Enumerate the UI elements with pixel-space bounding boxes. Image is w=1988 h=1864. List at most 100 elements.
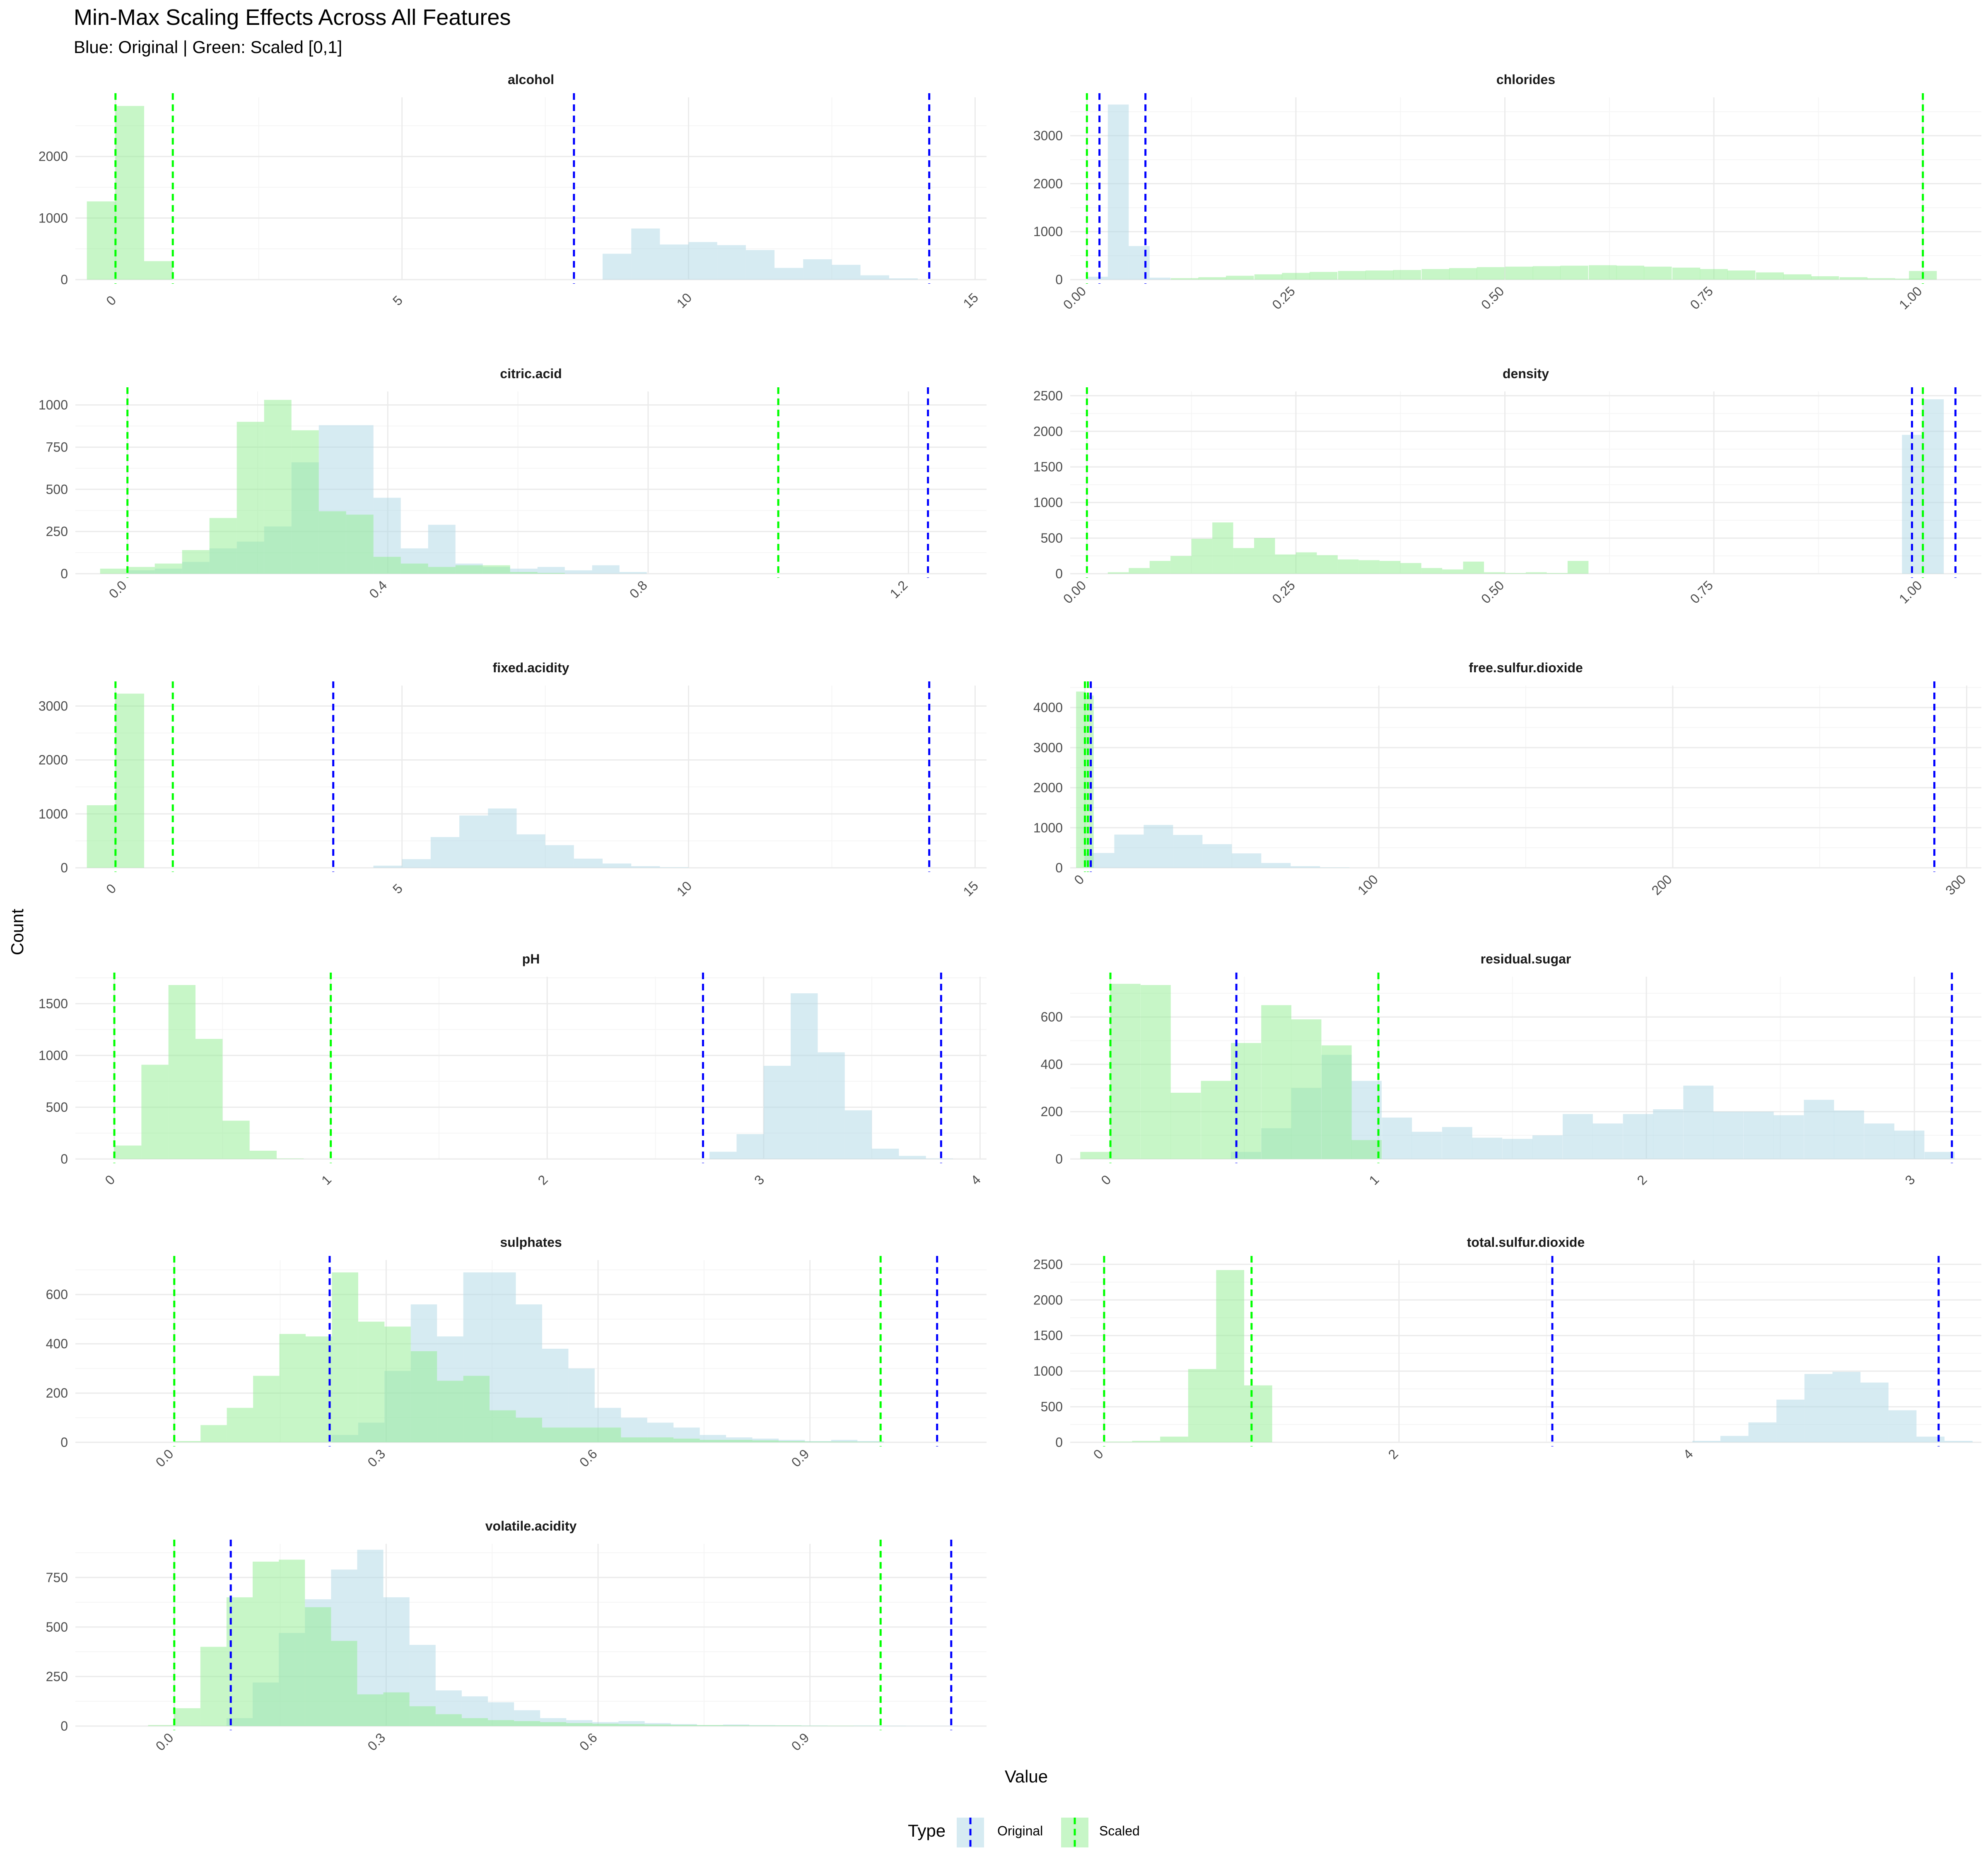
facet-panel-free-sulfur-dioxide: free.sulfur.dioxide 0 1000 2000 3000 4000 0 100…	[1033, 660, 1981, 898]
histogram-bar-original	[542, 1349, 569, 1442]
y-tick-label: 600	[1041, 1009, 1063, 1024]
x-tick-label: 0.50	[1478, 577, 1507, 606]
y-tick-label: 0	[1055, 566, 1063, 581]
y-tick-label: 0	[60, 1152, 68, 1166]
histogram-bar-scaled	[1188, 1369, 1216, 1442]
x-tick-label: 0.50	[1478, 283, 1507, 312]
histogram-bar-original	[1107, 104, 1129, 280]
histogram-bar-scaled	[174, 1441, 201, 1442]
histogram-bar-scaled	[1526, 572, 1547, 574]
x-tick-label: 300	[1942, 872, 1969, 898]
histogram-bar-original	[1945, 1441, 1973, 1442]
histogram-bar-scaled	[566, 1723, 593, 1726]
histogram-bar-scaled	[1589, 265, 1617, 280]
histogram-bar-scaled	[723, 1725, 749, 1726]
y-tick-label: 1000	[39, 398, 68, 413]
histogram-bar-scaled	[568, 1427, 595, 1442]
histogram-bar-original	[1472, 1137, 1503, 1159]
histogram-bar-scaled	[1160, 1437, 1188, 1442]
facet-panel-volatile-acidity: volatile.acidity 0 250 500 750 0.0 0.3 0.6 0.9	[46, 1519, 987, 1753]
histogram-bar-scaled	[1463, 561, 1484, 574]
histogram-bar-original	[803, 259, 832, 280]
histogram-bar-original	[1144, 825, 1173, 868]
histogram-bar-scaled	[1560, 266, 1588, 280]
facet-strip-label: citric.acid	[500, 366, 562, 381]
histogram-bar-scaled	[226, 1597, 253, 1726]
x-tick-label: 0	[103, 292, 119, 308]
histogram-bar-original	[660, 244, 689, 280]
facet-strip-label: fixed.acidity	[493, 660, 569, 675]
histogram-bar-scaled	[1275, 554, 1296, 574]
histogram-bar-scaled	[594, 1427, 621, 1442]
histogram-bar-scaled	[358, 1321, 385, 1442]
histogram-bar-scaled	[1756, 272, 1784, 280]
histogram-bar-scaled	[1783, 274, 1812, 280]
x-tick-label: 0.4	[366, 577, 390, 601]
histogram-bar-scaled	[1321, 1045, 1352, 1159]
histogram-bar-scaled	[516, 1417, 542, 1442]
histogram-bar-scaled	[1700, 269, 1728, 280]
histogram-bar-original	[402, 859, 431, 868]
y-tick-label: 600	[46, 1287, 68, 1302]
x-tick-label: 0	[102, 1172, 118, 1188]
histogram-bar-scaled	[1201, 1081, 1231, 1159]
y-tick-label: 1500	[1033, 459, 1063, 474]
x-tick-label: 0.25	[1269, 577, 1298, 606]
histogram-bar-scaled	[1379, 561, 1401, 574]
histogram-bar-scaled	[1080, 1152, 1111, 1159]
facet-panel-residual-sugar: residual.sugar 0 200 400 600 0 1 2 3	[1041, 951, 1981, 1188]
histogram-bar-original	[1804, 1374, 1833, 1442]
histogram-bar-scaled	[1104, 1441, 1132, 1442]
histogram-bar-scaled	[1393, 270, 1421, 280]
histogram-bar-scaled	[1170, 556, 1192, 574]
x-tick-label: 100	[1355, 872, 1381, 898]
x-tick-label: 0	[1071, 872, 1087, 887]
histogram-bar-scaled	[1505, 266, 1533, 280]
histogram-bar-scaled	[1110, 984, 1141, 1159]
histogram-bar-scaled	[305, 1336, 332, 1442]
histogram-bar-scaled	[410, 1351, 437, 1442]
y-tick-label: 3000	[39, 698, 68, 713]
histogram-bar-scaled	[1296, 552, 1317, 574]
histogram-bar-original	[818, 1052, 845, 1159]
histogram-bar-scaled	[1132, 1441, 1160, 1442]
histogram-bar-original	[1748, 1422, 1777, 1442]
histogram-bar-original	[631, 866, 660, 868]
histogram-bar-scaled	[697, 1725, 723, 1726]
histogram-bar-scaled	[114, 1145, 142, 1159]
histogram-bar-scaled	[1338, 271, 1366, 280]
histogram-bar-scaled	[428, 567, 456, 574]
histogram-bar-scaled	[100, 568, 128, 574]
histogram-bar-scaled	[1317, 555, 1338, 574]
x-tick-label: 10	[674, 290, 695, 311]
y-tick-label: 2000	[1033, 780, 1063, 795]
histogram-bar-original	[1864, 1123, 1894, 1159]
histogram-bar-scaled	[647, 1437, 674, 1442]
x-tick-label: 0.75	[1687, 577, 1716, 606]
histogram-bar-scaled	[510, 572, 538, 574]
histogram-bar-original	[537, 567, 565, 574]
x-tick-label: 0.8	[627, 577, 650, 601]
histogram-bar-scaled	[346, 514, 374, 574]
y-tick-label: 0	[1055, 860, 1063, 875]
histogram-bar-scaled	[1216, 1270, 1245, 1442]
x-tick-label: 0	[1098, 1172, 1114, 1188]
histogram-bar-original	[631, 228, 660, 280]
histogram-bar-original	[1713, 1111, 1744, 1159]
histogram-bar-scaled	[621, 1437, 647, 1442]
histogram-bar-original	[565, 570, 592, 574]
histogram-bar-original	[1623, 1114, 1653, 1159]
histogram-bar-scaled	[1616, 266, 1644, 280]
facet-strip-label: residual.sugar	[1481, 951, 1571, 966]
y-tick-label: 2000	[39, 753, 68, 768]
histogram-bar-scaled	[1254, 538, 1275, 574]
histogram-bar-original	[844, 1110, 872, 1159]
histogram-bar-scaled	[200, 1425, 227, 1442]
histogram-bar-scaled	[461, 1718, 488, 1726]
histogram-bar-original	[602, 863, 632, 868]
histogram-bar-original	[763, 1066, 791, 1159]
histogram-bar-original	[1832, 1371, 1861, 1442]
histogram-bar-scaled	[331, 1641, 357, 1726]
